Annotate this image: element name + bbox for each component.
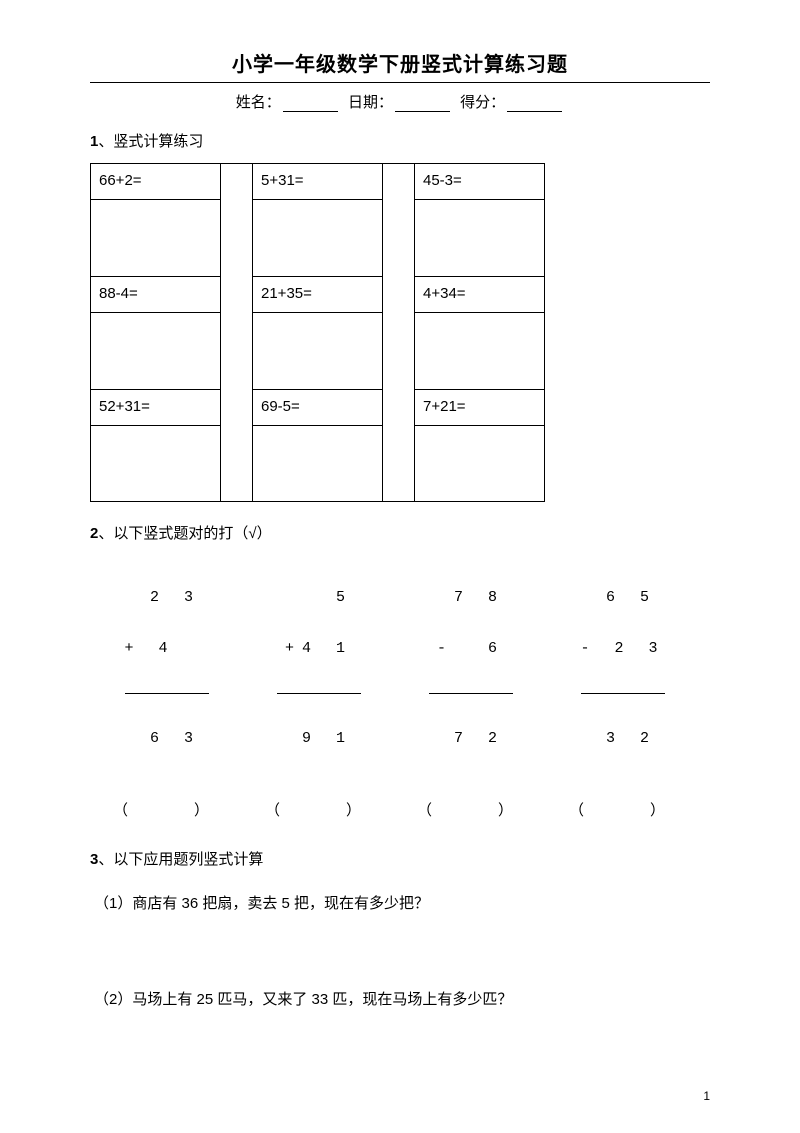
- work-cell[interactable]: [91, 199, 221, 276]
- expr-cell: 45-3=: [415, 163, 545, 199]
- word-problem-2: （2）马场上有 25 匹马，又来了 33 匹，现在马场上有多少匹？: [94, 987, 710, 1013]
- expr-cell: 21+35=: [253, 276, 383, 312]
- expr-cell: 69-5=: [253, 389, 383, 425]
- check-paren[interactable]: （ ）: [412, 799, 530, 820]
- check-paren[interactable]: （ ）: [108, 799, 226, 820]
- vp-mid: + 4: [108, 640, 226, 657]
- date-label: 日期：: [348, 94, 393, 111]
- vp-ans: 3 2: [564, 730, 682, 747]
- page-title: 小学一年级数学下册竖式计算练习题: [90, 48, 710, 83]
- vp-mid: - 6: [412, 640, 530, 657]
- section-3-label: 、以下应用题列竖式计算: [98, 851, 263, 868]
- vp-mid: - 2 3: [564, 640, 682, 657]
- gap-cell: [221, 163, 253, 199]
- section-2-heading: 2、以下竖式题对的打（√）: [90, 522, 710, 543]
- gap-cell: [383, 163, 415, 199]
- section-3-heading: 3、以下应用题列竖式计算: [90, 848, 710, 869]
- vp-ans: 6 3: [108, 730, 226, 747]
- vp-rule: [581, 693, 665, 694]
- section-1-heading: 1、竖式计算练习: [90, 130, 710, 151]
- section-1-label: 、竖式计算练习: [98, 133, 203, 150]
- gap-cell: [383, 425, 415, 502]
- work-cell[interactable]: [253, 312, 383, 389]
- gap-cell: [383, 312, 415, 389]
- vp-top: 5: [260, 589, 378, 606]
- vp-mid: +4 1: [260, 640, 378, 657]
- name-blank[interactable]: [283, 111, 338, 112]
- work-cell[interactable]: [253, 425, 383, 502]
- score-label: 得分：: [460, 94, 505, 111]
- work-cell[interactable]: [91, 312, 221, 389]
- vp-ans: 9 1: [260, 730, 378, 747]
- expr-cell: 88-4=: [91, 276, 221, 312]
- work-cell[interactable]: [415, 312, 545, 389]
- expr-cell: 7+21=: [415, 389, 545, 425]
- vertical-problem: 7 8 - 6 7 2: [412, 555, 530, 781]
- vp-ans: 7 2: [412, 730, 530, 747]
- vp-top: 7 8: [412, 589, 530, 606]
- section-2-label: 、以下竖式题对的打（√）: [98, 525, 271, 542]
- vertical-problem: 2 3 + 4 6 3: [108, 555, 226, 781]
- vp-top: 6 5: [564, 589, 682, 606]
- vp-top: 2 3: [108, 589, 226, 606]
- expr-cell: 4+34=: [415, 276, 545, 312]
- work-cell[interactable]: [253, 199, 383, 276]
- expr-cell: 52+31=: [91, 389, 221, 425]
- gap-cell: [221, 199, 253, 276]
- page-number: 1: [703, 1089, 710, 1103]
- gap-cell: [383, 276, 415, 312]
- date-blank[interactable]: [395, 111, 450, 112]
- check-paren[interactable]: （ ）: [564, 799, 682, 820]
- name-label: 姓名：: [236, 94, 281, 111]
- paren-row: （ ） （ ） （ ） （ ）: [108, 799, 710, 820]
- practice-grid: 66+2= 5+31= 45-3= 88-4= 21+35= 4+34= 52+…: [90, 163, 556, 502]
- gap-cell: [221, 312, 253, 389]
- gap-cell: [221, 276, 253, 312]
- info-line: 姓名： 日期： 得分：: [90, 91, 710, 112]
- work-cell[interactable]: [415, 425, 545, 502]
- vp-rule: [125, 693, 209, 694]
- expr-cell: 5+31=: [253, 163, 383, 199]
- vertical-problems-row: 2 3 + 4 6 3 5 +4 1 9 1 7 8 - 6 7 2 6 5 -…: [108, 555, 710, 781]
- vp-rule: [277, 693, 361, 694]
- check-paren[interactable]: （ ）: [260, 799, 378, 820]
- vertical-problem: 6 5 - 2 3 3 2: [564, 555, 682, 781]
- vertical-problem: 5 +4 1 9 1: [260, 555, 378, 781]
- gap-cell: [221, 389, 253, 425]
- score-blank[interactable]: [507, 111, 562, 112]
- gap-cell: [221, 425, 253, 502]
- vp-rule: [429, 693, 513, 694]
- gap-cell: [383, 199, 415, 276]
- expr-cell: 66+2=: [91, 163, 221, 199]
- work-cell[interactable]: [91, 425, 221, 502]
- word-problem-1: （1）商店有 36 把扇，卖去 5 把，现在有多少把？: [94, 891, 710, 917]
- gap-cell: [383, 389, 415, 425]
- work-cell[interactable]: [415, 199, 545, 276]
